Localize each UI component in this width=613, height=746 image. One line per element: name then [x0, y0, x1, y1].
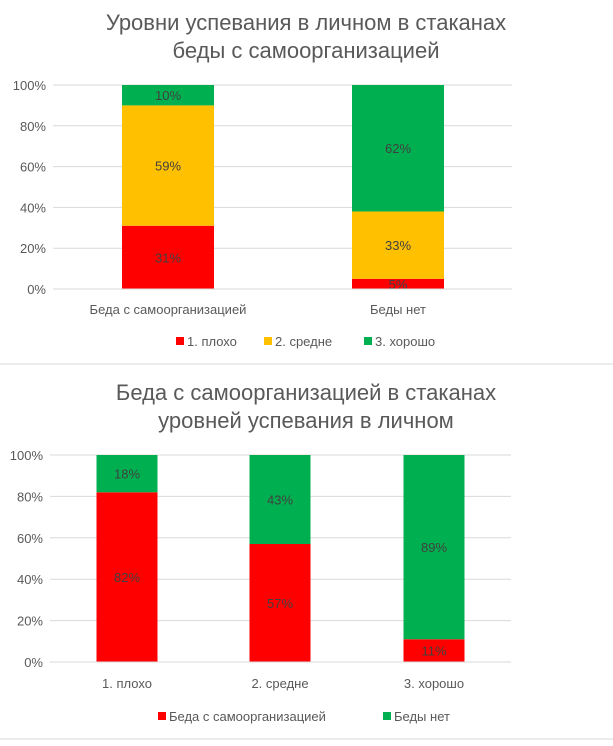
y-tick-label: 100% — [13, 78, 47, 93]
data-label: 33% — [385, 238, 411, 253]
y-tick-label: 0% — [27, 282, 46, 297]
bar-segment — [249, 455, 311, 545]
legend-swatch — [364, 337, 372, 345]
data-label: 62% — [385, 141, 411, 156]
data-label: 31% — [155, 250, 181, 265]
data-label: 11% — [421, 644, 446, 659]
bar-segment — [403, 639, 465, 662]
y-tick-label: 100% — [10, 448, 44, 463]
chart-title: Уровни успевания в личном в стаканах — [106, 10, 506, 35]
bar-segment — [96, 492, 158, 662]
chart-title: беды с самоорганизацией — [173, 38, 440, 63]
y-tick-label: 20% — [20, 241, 46, 256]
legend-label: 3. хорошо — [375, 334, 435, 349]
category-label: 3. хорошо — [404, 676, 464, 691]
bar-segment — [122, 85, 214, 106]
y-tick-label: 60% — [20, 160, 46, 175]
y-tick-label: 0% — [24, 655, 43, 670]
bar-segment — [122, 105, 214, 226]
bar-segment — [352, 85, 444, 212]
bar-segment — [403, 455, 465, 640]
data-label: 10% — [155, 88, 181, 103]
legend-swatch — [176, 337, 184, 345]
legend-label: 1. плохо — [187, 334, 237, 349]
chart-title: Беда с самоорганизацией в стаканах — [116, 380, 496, 405]
y-tick-label: 20% — [17, 614, 43, 629]
bar-segment — [352, 278, 444, 289]
chart-1: Уровни успевания в личном в стаканах беды… — [0, 10, 613, 365]
category-label: 1. плохо — [102, 676, 152, 691]
chart-title: уровней успевания в личном — [158, 408, 454, 433]
data-label: 89% — [421, 540, 447, 555]
data-label: 59% — [155, 159, 181, 174]
data-label: 18% — [114, 467, 140, 482]
legend-label: 2. средне — [275, 334, 332, 349]
data-label: 82% — [114, 570, 140, 585]
bar-segment — [352, 211, 444, 279]
chart-2: Беда с самоорганизацией в стаканах уровне… — [0, 380, 613, 740]
bar-segment — [249, 544, 311, 662]
y-tick-label: 40% — [17, 572, 43, 587]
legend-swatch — [158, 712, 166, 720]
legend-swatch — [264, 337, 272, 345]
category-label: Беды нет — [370, 302, 426, 317]
data-label: 5% — [389, 277, 408, 292]
bar-segment — [122, 225, 214, 289]
legend-swatch — [383, 712, 391, 720]
category-label: 2. средне — [251, 676, 308, 691]
y-tick-label: 80% — [17, 489, 43, 504]
bar-segment — [96, 455, 158, 493]
y-tick-label: 40% — [20, 200, 46, 215]
legend-label: Беда с самоорганизацией — [169, 709, 326, 724]
data-label: 43% — [267, 493, 293, 508]
category-label: Беда с самоорганизацией — [90, 302, 247, 317]
y-tick-label: 60% — [17, 531, 43, 546]
legend-label: Беды нет — [394, 709, 450, 724]
y-tick-label: 80% — [20, 119, 46, 134]
data-label: 57% — [267, 596, 293, 611]
